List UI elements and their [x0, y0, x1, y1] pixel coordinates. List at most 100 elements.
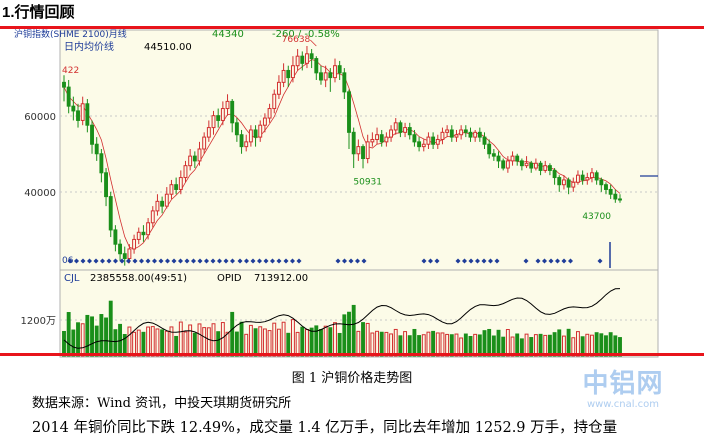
- volume-bar: [290, 319, 295, 357]
- candle: [370, 132, 375, 147]
- volume-bar: [276, 328, 281, 357]
- diamond-marker: [237, 258, 243, 264]
- candle: [286, 65, 291, 88]
- diamond-marker: [361, 258, 367, 264]
- volume-bar: [576, 331, 580, 357]
- candle: [389, 125, 394, 142]
- volume-bar: [566, 328, 571, 357]
- candle-body: [571, 181, 576, 188]
- candle-body: [440, 131, 445, 140]
- candle: [267, 103, 272, 123]
- volume-bar: [76, 322, 80, 357]
- body-text: 2014 年铜价同比下跌 12.49%，成交量 1.4 亿万手，同比去年增加 1…: [32, 420, 618, 436]
- volume-bar: [361, 322, 365, 357]
- diamond-marker: [165, 258, 170, 264]
- candle-body: [202, 136, 207, 150]
- section-title: 1.行情回顾: [2, 4, 75, 21]
- volume-bar: [216, 331, 221, 357]
- candle: [557, 175, 562, 192]
- volume-bar: [197, 323, 202, 357]
- candle-body: [323, 72, 328, 81]
- diamond-marker: [290, 258, 295, 264]
- candle-body: [183, 165, 188, 179]
- candle-body: [604, 184, 608, 190]
- candle-body: [188, 155, 193, 167]
- volume-bar: [211, 323, 216, 357]
- candle: [132, 234, 137, 254]
- volume-bar: [412, 328, 417, 357]
- volume-bar: [351, 304, 356, 357]
- diamond-marker: [113, 258, 118, 264]
- diamond-marker: [230, 258, 235, 264]
- candle-body: [594, 172, 599, 181]
- diamond-marker: [355, 258, 360, 264]
- candle: [477, 127, 482, 142]
- low-annotation: 43700: [582, 212, 611, 222]
- volume-bar: [477, 334, 482, 357]
- diamond-marker: [276, 258, 282, 264]
- volume-bar: [561, 335, 566, 357]
- candle-body: [347, 91, 351, 133]
- diamond-marker: [132, 258, 138, 264]
- volume-bar: [267, 330, 272, 357]
- candle: [417, 137, 422, 152]
- candle-body: [482, 136, 487, 145]
- diamond-marker: [87, 258, 92, 264]
- candle-body: [407, 127, 412, 136]
- candle: [529, 160, 534, 173]
- candle-body: [417, 141, 422, 148]
- volume-bar: [113, 329, 118, 357]
- candle: [253, 125, 258, 147]
- chart-frame: [59, 29, 659, 358]
- candle: [613, 189, 618, 203]
- diamond-marker: [488, 258, 493, 264]
- volume-bar: [552, 332, 557, 357]
- candle-body: [169, 184, 174, 195]
- candle: [272, 89, 277, 114]
- candle: [328, 68, 333, 92]
- y-tick-60000: 60000: [24, 112, 56, 123]
- volume-bar: [505, 329, 510, 357]
- volume-bar: [333, 322, 337, 357]
- diamond-marker: [455, 258, 461, 264]
- candle-body: [379, 134, 384, 143]
- opid-label: OPID: [217, 273, 242, 284]
- candle-body: [192, 155, 197, 162]
- candle-body: [286, 69, 291, 79]
- chart-header-change: -260 / -0.58%: [272, 29, 340, 40]
- high-annotation-pointer: [310, 39, 317, 47]
- candle-body: [566, 179, 571, 188]
- diamond-marker: [100, 258, 105, 264]
- candle: [356, 139, 361, 161]
- volume-bar: [253, 328, 258, 357]
- watermark-logo: 中铝网: [582, 369, 664, 399]
- diamond-marker: [184, 258, 190, 264]
- candle: [146, 218, 151, 240]
- volume-bar: [515, 333, 520, 357]
- diamond-marker: [335, 258, 341, 264]
- candle-body: [164, 193, 169, 207]
- volume-bar: [580, 336, 585, 357]
- candle-body: [393, 122, 398, 131]
- candle: [618, 194, 622, 203]
- candle: [319, 65, 323, 85]
- diamond-marker: [126, 258, 131, 264]
- volume-bar: [178, 321, 183, 357]
- candle: [561, 175, 566, 190]
- candle: [305, 46, 309, 69]
- candle: [342, 68, 347, 100]
- candle: [136, 227, 141, 245]
- volume-bar: [613, 335, 618, 357]
- candle-body: [524, 162, 529, 167]
- candle: [482, 132, 487, 149]
- avg-price-label: 日内均价线: [64, 40, 114, 53]
- candle: [281, 63, 286, 88]
- candle-body: [127, 248, 132, 259]
- candle: [571, 177, 576, 192]
- diamond-marker: [119, 258, 125, 264]
- candle-body: [613, 193, 618, 200]
- volume-bar: [258, 326, 263, 357]
- volume-bar: [398, 335, 403, 357]
- candle-body: [333, 65, 337, 79]
- candle-body: [580, 174, 585, 181]
